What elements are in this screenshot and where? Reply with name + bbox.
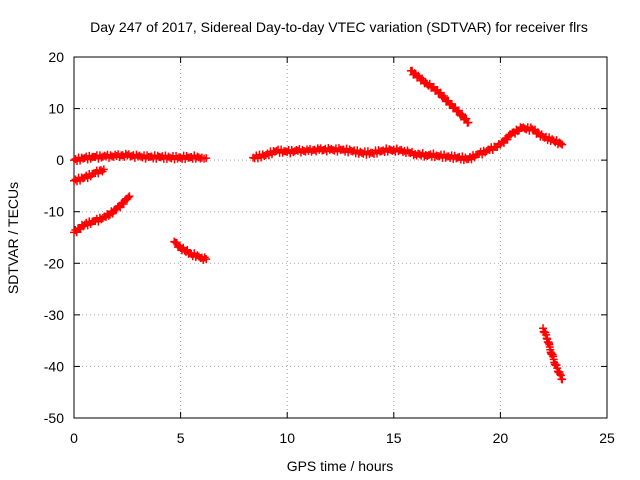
x-axis-title: GPS time / hours — [287, 458, 394, 474]
data-point — [499, 139, 508, 148]
x-tick-label: 20 — [493, 430, 509, 446]
data-point — [124, 193, 133, 202]
y-axis-title: SDTVAR / TECUs — [5, 182, 21, 294]
data-segment — [249, 123, 567, 165]
data-point — [503, 135, 512, 144]
data-segment — [70, 149, 211, 166]
data-point — [558, 375, 567, 384]
data-segment — [406, 66, 473, 127]
data-segment — [539, 324, 567, 384]
data-point — [202, 255, 211, 264]
y-tick-label: 0 — [56, 152, 64, 168]
gridlines — [74, 57, 607, 418]
y-tick-label: -30 — [44, 307, 64, 323]
data-point — [556, 139, 565, 148]
chart-title: Day 247 of 2017, Sidereal Day-to-day VTE… — [90, 19, 588, 35]
y-tick-label: -10 — [44, 204, 64, 220]
y-tick-label: -40 — [44, 358, 64, 374]
data-segment — [170, 237, 211, 264]
data-point — [99, 165, 108, 174]
y-tick-label: -20 — [44, 255, 64, 271]
plot-frame — [73, 56, 608, 419]
data-point — [200, 253, 209, 262]
axis-ticks — [73, 56, 608, 419]
x-tick-label: 10 — [279, 430, 295, 446]
data-point — [202, 154, 211, 163]
data-point — [116, 203, 125, 212]
x-tick-label: 15 — [386, 430, 402, 446]
x-tick-label: 25 — [599, 430, 615, 446]
data-point — [464, 118, 473, 127]
x-tick-labels: 0 5 10 15 20 25 — [70, 430, 615, 446]
y-tick-label: 10 — [48, 101, 64, 117]
x-tick-label: 5 — [177, 430, 185, 446]
data-points — [70, 66, 567, 384]
y-tick-labels: -50 -40 -30 -20 -10 0 10 20 — [44, 49, 64, 426]
data-point — [119, 200, 128, 209]
data-point — [558, 140, 567, 149]
data-segment — [70, 165, 108, 186]
data-segment — [70, 192, 134, 237]
x-tick-label: 0 — [70, 430, 78, 446]
data-point — [125, 192, 134, 201]
y-tick-label: -50 — [44, 410, 64, 426]
y-tick-label: 20 — [48, 49, 64, 65]
